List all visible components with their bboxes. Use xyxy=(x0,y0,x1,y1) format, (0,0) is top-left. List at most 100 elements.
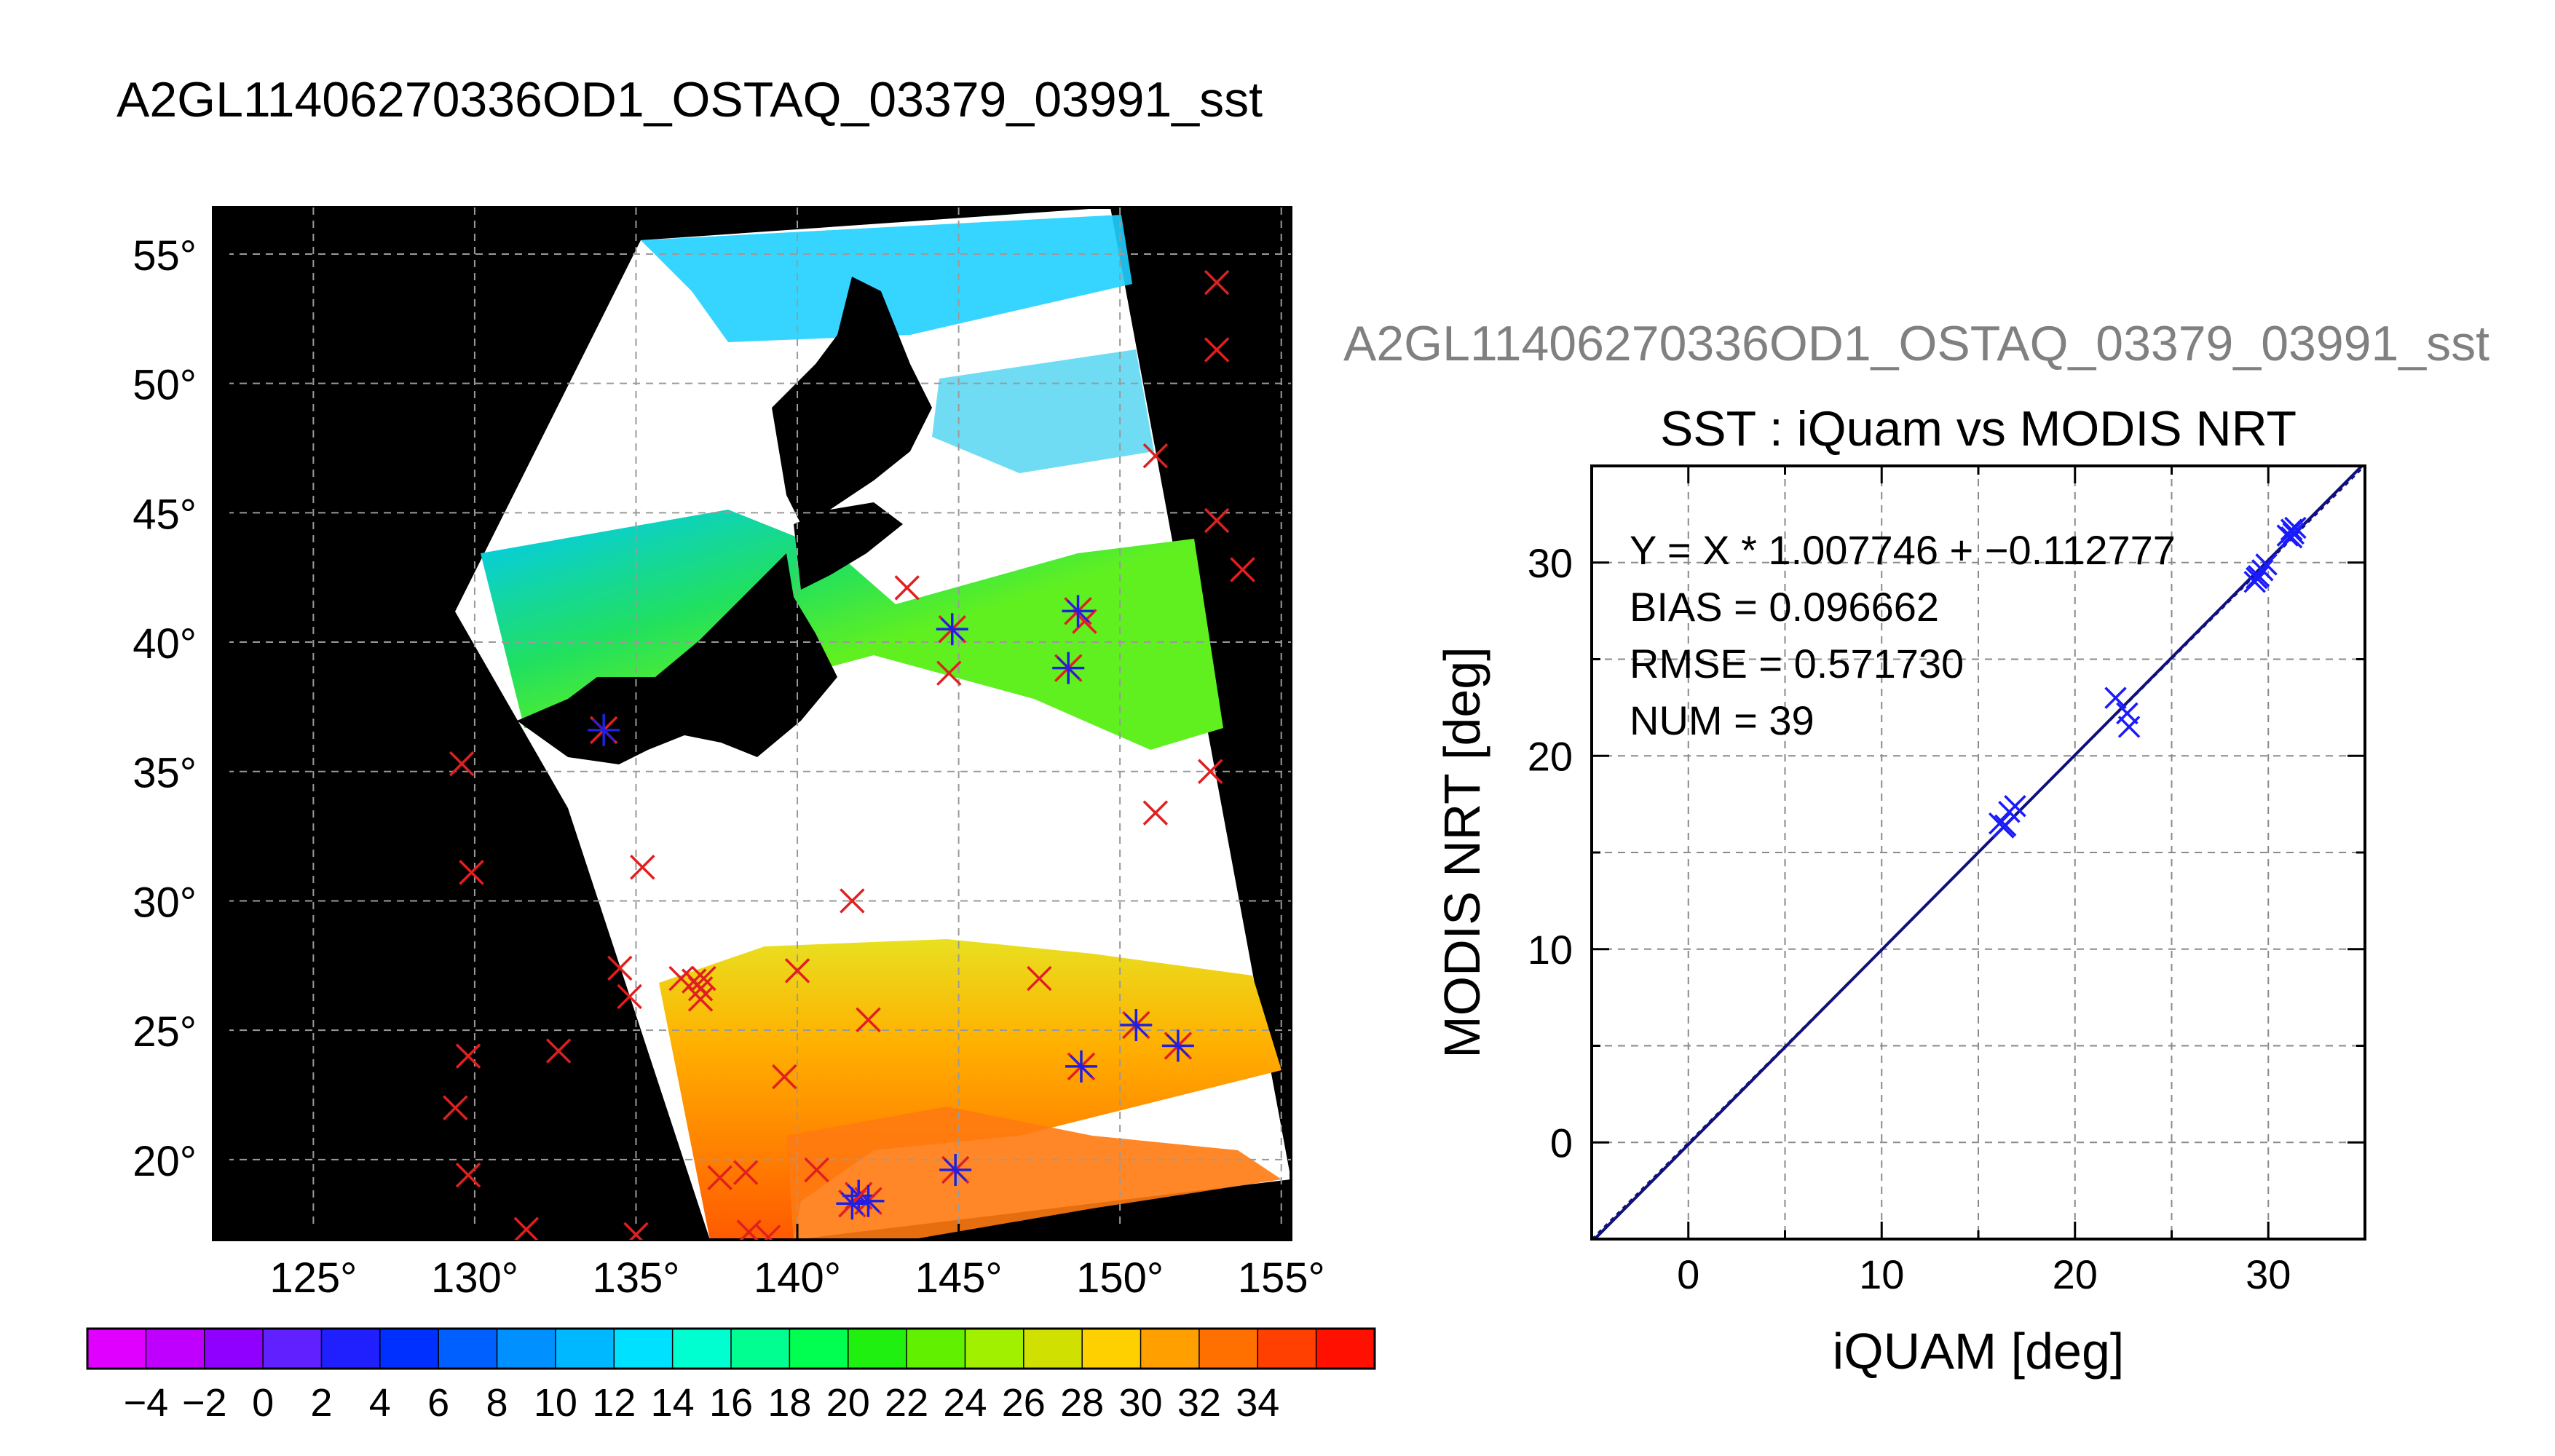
scatter-point xyxy=(2246,566,2268,590)
colorbar-cell xyxy=(1257,1329,1317,1369)
iquam-point xyxy=(455,1162,481,1188)
iquam-point xyxy=(804,1157,829,1183)
matched-point xyxy=(1161,1029,1194,1062)
colorbar-tick-label: 2 xyxy=(310,1381,332,1425)
x-tick-label: 10 xyxy=(1859,1251,1904,1297)
colorbar-tick-label: 30 xyxy=(1119,1381,1163,1425)
colorbar-cell xyxy=(263,1329,322,1369)
colorbar-cell xyxy=(555,1329,615,1369)
iquam-point xyxy=(687,976,714,1002)
matched-point xyxy=(939,1154,972,1187)
chart-title: SST : iQuam vs MODIS NRT xyxy=(1660,401,2297,456)
annotation-fit-equation: Y = X * 1.007746 + −0.112777 xyxy=(1630,527,2176,573)
iquam-point xyxy=(623,1222,649,1240)
iquam-point xyxy=(1142,443,1169,469)
matched-point xyxy=(1065,1050,1097,1083)
colorbar-cell xyxy=(379,1329,439,1369)
colorbar-tick-label: 22 xyxy=(885,1381,928,1425)
matched-point xyxy=(836,1187,869,1220)
stats-annotations: Y = X * 1.007746 + −0.112777 BIAS = 0.09… xyxy=(1630,527,2176,743)
sst-patch-south-2 xyxy=(786,1107,1282,1240)
land-korea-japan xyxy=(517,553,837,764)
iquam-point xyxy=(1142,800,1169,826)
y-tick-label: 10 xyxy=(1528,927,1573,973)
iquam-point xyxy=(1027,965,1052,992)
iquam-point xyxy=(545,1038,572,1064)
land-japan-north xyxy=(794,502,903,590)
map-points xyxy=(443,269,1255,1240)
iquam-point xyxy=(784,958,810,984)
iquam-point xyxy=(617,984,642,1010)
colorbar-tick-label: 8 xyxy=(486,1381,508,1425)
colorbar-cells xyxy=(87,1329,1375,1369)
fit-line xyxy=(1592,466,2364,1239)
scatter-grid xyxy=(1592,466,2365,1239)
matched-point xyxy=(588,713,620,746)
map-lat-labels: 55° 50° 45° 40° 35° 30° 25° 20° xyxy=(133,232,197,1185)
colorbar-tick-label: 10 xyxy=(534,1381,577,1425)
annotation-bias: BIAS = 0.096662 xyxy=(1630,584,1939,630)
iquam-point xyxy=(1197,759,1223,784)
iquam-point xyxy=(1204,337,1230,363)
scatter-point xyxy=(2116,702,2139,725)
lat-tick-label: 25° xyxy=(133,1008,197,1056)
colorbar-cell xyxy=(1023,1329,1083,1369)
matched-point xyxy=(1052,652,1085,684)
scatter-plot: 0 10 20 30 0 10 20 30 Y = X * 1.007746 + −0.11… xyxy=(1434,464,2366,1380)
iquam-point xyxy=(691,965,716,992)
colorbar-tick-label: −2 xyxy=(182,1381,227,1425)
colorbar-tick-label: 14 xyxy=(651,1381,695,1425)
scatter-point xyxy=(1992,816,2015,839)
y-tick-label: 20 xyxy=(1528,733,1573,779)
colorbar-cell xyxy=(87,1329,146,1369)
map-frame xyxy=(212,206,1292,1241)
colorbar-tick-label: 16 xyxy=(709,1381,753,1425)
annotation-num: NUM = 39 xyxy=(1630,697,1814,743)
scatter-point xyxy=(2004,795,2026,818)
sst-patch-north xyxy=(641,215,1132,342)
iquam-point xyxy=(459,860,484,885)
colorbar-tick-label: 6 xyxy=(427,1381,449,1425)
colorbar-frame xyxy=(86,1327,1376,1370)
x-tick-label: 0 xyxy=(1677,1251,1699,1297)
lon-tick-label: 150° xyxy=(1076,1254,1164,1302)
annotation-rmse: RMSE = 0.571730 xyxy=(1630,641,1964,687)
colorbar: −4 −2 0 2 4 6 8 10 12 14 16 18 20 22 24 26 28 30 32 34 xyxy=(86,1327,1376,1425)
colorbar-tick-label: 18 xyxy=(767,1381,811,1425)
lon-tick-label: 130° xyxy=(431,1254,518,1302)
iquam-point xyxy=(1230,557,1255,582)
lat-tick-label: 30° xyxy=(133,879,197,926)
sst-patch-north-2 xyxy=(932,349,1154,473)
identity-line xyxy=(1592,466,2365,1239)
lon-tick-label: 145° xyxy=(915,1254,1003,1302)
iquam-point xyxy=(707,1165,732,1190)
lat-tick-label: 20° xyxy=(133,1138,197,1185)
iquam-point xyxy=(856,1007,881,1033)
y-tick-label: 0 xyxy=(1550,1120,1573,1166)
colorbar-cell xyxy=(789,1329,849,1369)
lon-tick-label: 135° xyxy=(592,1254,679,1302)
land-hokkaido-sakhalin xyxy=(772,277,932,524)
lat-tick-label: 50° xyxy=(133,362,197,409)
colorbar-cell xyxy=(438,1329,498,1369)
iquam-point xyxy=(1204,269,1230,296)
colorbar-cell xyxy=(497,1329,556,1369)
lon-tick-label: 125° xyxy=(269,1254,357,1302)
colorbar-cell xyxy=(1316,1329,1375,1369)
colorbar-tick-label: −4 xyxy=(124,1381,169,1425)
colorbar-tick-label: 26 xyxy=(1002,1381,1046,1425)
iquam-point xyxy=(1204,507,1230,534)
scatter-point xyxy=(2280,526,2303,549)
x-axis-label: iQUAM [deg] xyxy=(1833,1323,2125,1380)
iquam-point xyxy=(755,1224,781,1240)
matched-point xyxy=(1120,1009,1153,1042)
sst-map: 55° 50° 45° 40° 35° 30° 25° 20° 125° 130° 135° 140… xyxy=(133,206,1325,1302)
scatter-points xyxy=(1988,516,2307,839)
scatter-fit xyxy=(1592,466,2365,1239)
iquam-point xyxy=(607,955,633,981)
iquam-point xyxy=(840,888,865,914)
y-axis-label: MODIS NRT [deg] xyxy=(1434,646,1490,1058)
iquam-point xyxy=(513,1216,540,1240)
matched-point xyxy=(936,613,968,646)
